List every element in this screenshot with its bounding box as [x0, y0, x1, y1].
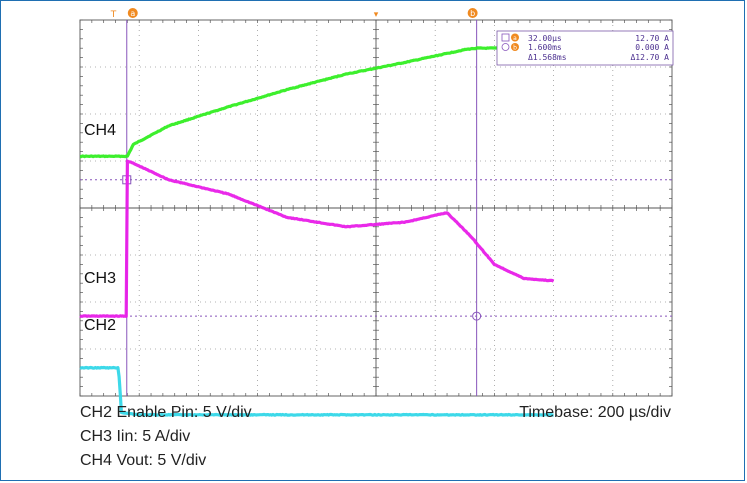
cursor-b-flag-letter: b [470, 9, 475, 18]
readout-b-flag [511, 43, 519, 51]
readout-delta-time: Δ1.568ms [528, 53, 567, 62]
cursor-a-flag-letter: a [130, 9, 135, 18]
trace-ch3 [79, 159, 555, 318]
cursor-b-flag [467, 8, 478, 18]
readout-a-value: 12.70 A [635, 34, 669, 43]
caption-timebase: Timebase: 200 µs/div [519, 404, 671, 421]
readout-b-circle [501, 43, 510, 51]
cursor-readout: ab 32.00µs 12.70 A 1.600ms 0.000 A Δ1.568ms Δ1… [496, 30, 674, 66]
label-ch3: CH3 [84, 270, 116, 287]
trigger-icon: T [110, 10, 117, 20]
readout-a-letter: a [513, 35, 517, 42]
traces [79, 46, 555, 417]
label-ch4: CH4 [84, 122, 116, 139]
readout-a-square [501, 33, 510, 42]
readout-a-time: 32.00µs [528, 34, 562, 43]
readout-box [496, 30, 674, 66]
readout-delta-value: Δ12.70 A [630, 53, 669, 62]
trace-ch2 [79, 365, 554, 417]
trace-ch4 [79, 46, 554, 159]
grid [79, 19, 673, 397]
channel-labels: CH4 CH3 CH2 [84, 122, 116, 334]
caption-ch2: CH2 Enable Pin: 5 V/div [80, 404, 252, 421]
readout-b-value: 0.000 A [635, 43, 669, 52]
caption-ch4: CH4 Vout: 5 V/div [80, 452, 207, 469]
center-marker: ▾ [374, 10, 379, 20]
cursor-b-marker [472, 311, 482, 321]
readout-b-time: 1.600ms [528, 43, 562, 52]
readout-b-letter: b [513, 45, 517, 52]
cursor-a-flag [127, 8, 138, 18]
caption-ch3: CH3 Iin: 5 A/div [80, 428, 191, 445]
readout-a-flag [511, 33, 519, 42]
label-ch2: CH2 [84, 317, 116, 334]
